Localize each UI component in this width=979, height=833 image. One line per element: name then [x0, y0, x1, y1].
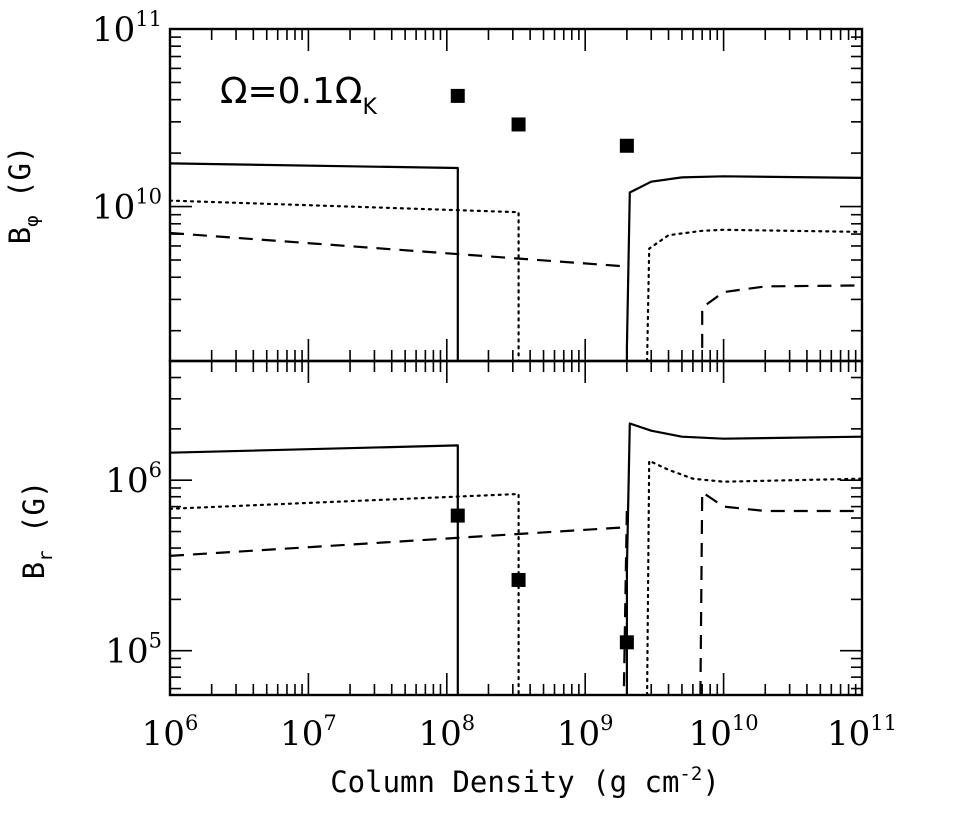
data-marker-square	[619, 138, 634, 153]
y-tick-label: 105	[105, 629, 162, 672]
y-axis-label-top: Bφ (G)	[3, 146, 43, 245]
x-tick-label: 109	[557, 711, 614, 754]
plot-frame	[168, 359, 864, 697]
series-dotted-line	[646, 459, 864, 697]
series-dashed-line	[701, 284, 863, 348]
series-dotted-line	[646, 228, 864, 363]
data-marker-square	[511, 117, 526, 132]
y-tick-label: 1010	[92, 185, 162, 228]
x-tick-label: 1010	[689, 711, 759, 754]
top-panel: 1010 1011	[92, 7, 864, 363]
data-marker-square	[450, 88, 465, 103]
series-dashed-line	[699, 491, 862, 696]
data-marker-square	[450, 508, 465, 523]
series-dotted-line	[168, 492, 520, 697]
data-marker-square	[511, 572, 526, 587]
series-solid-line	[625, 422, 863, 695]
series-solid-line	[625, 175, 863, 361]
bottom-panel: 105 106 106 107 108 109 1010 1011	[105, 359, 897, 754]
omega-annotation: Ω=0.1ΩK	[220, 71, 377, 120]
x-tick-label: 108	[418, 711, 475, 754]
series-dotted-line	[168, 199, 520, 363]
x-tick-label: 106	[142, 711, 199, 754]
series-solid-line	[169, 162, 459, 361]
x-tick-label: 107	[280, 711, 337, 754]
y-axis-label-bottom: Br (G)	[17, 481, 57, 580]
series-dashed-line	[169, 231, 627, 268]
y-tick-label: 106	[105, 458, 162, 501]
data-marker-square	[619, 635, 634, 650]
series-solid-line	[169, 444, 459, 695]
x-axis-label: Column Density (g cm-2)	[330, 763, 720, 799]
x-tick-label: 1011	[827, 711, 897, 754]
y-tick-label: 1011	[92, 7, 162, 50]
series-dashed-line	[169, 505, 628, 696]
